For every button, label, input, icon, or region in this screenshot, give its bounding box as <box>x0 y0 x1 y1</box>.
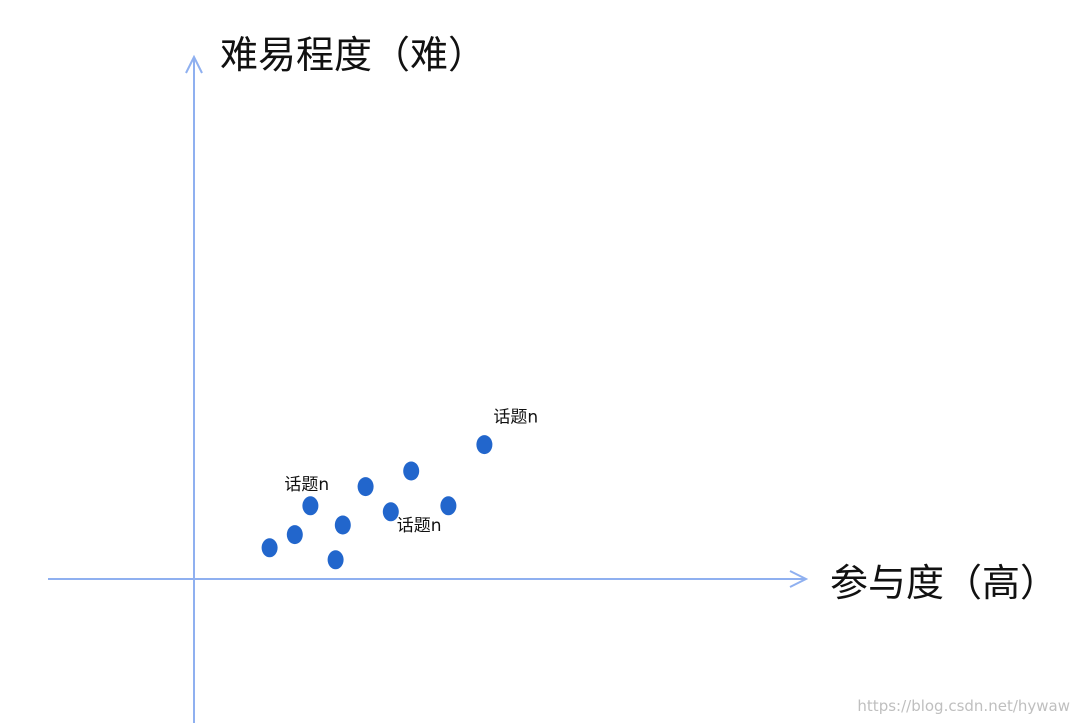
x-axis-arrowhead <box>789 570 809 588</box>
data-point <box>357 477 374 497</box>
data-point <box>261 538 278 558</box>
y-axis-title: 难易程度（难） <box>220 33 486 77</box>
data-point <box>327 550 344 570</box>
watermark: https://blog.csdn.net/hywaw <box>857 697 1070 715</box>
data-point <box>286 525 303 545</box>
axes <box>48 54 809 723</box>
point-labels: 话题n 话题n 话题n <box>284 408 538 536</box>
x-axis-title: 参与度（高） <box>830 561 1058 605</box>
data-point <box>476 435 493 455</box>
data-point <box>440 496 457 516</box>
data-points <box>261 435 493 570</box>
y-axis-arrowhead <box>185 54 203 74</box>
data-point <box>403 461 420 481</box>
point-label: 话题n <box>397 516 442 536</box>
point-label: 话题n <box>284 475 329 495</box>
data-point <box>382 502 399 522</box>
data-point <box>302 496 319 516</box>
data-point <box>334 515 351 535</box>
point-label: 话题n <box>493 408 538 428</box>
